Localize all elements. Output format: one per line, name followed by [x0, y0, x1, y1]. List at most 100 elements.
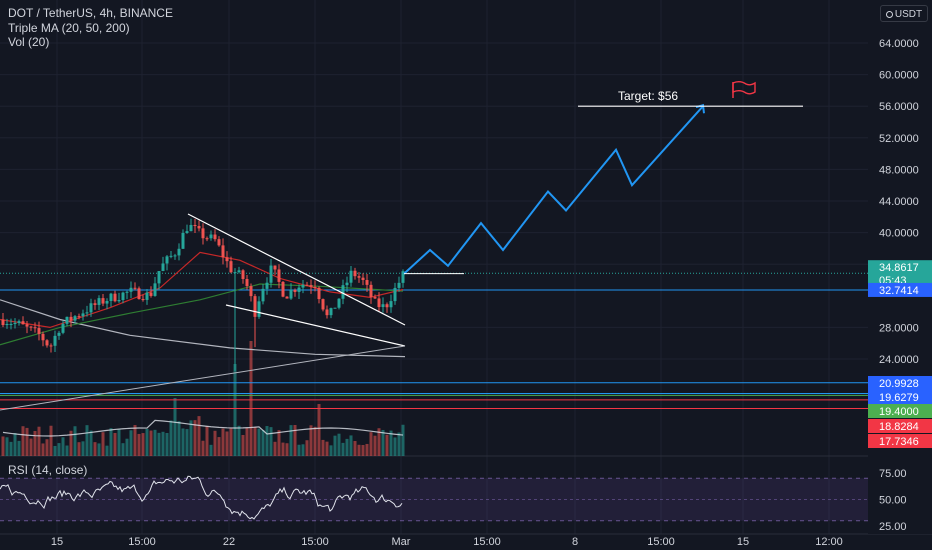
volume-bar: [57, 443, 61, 456]
candle-body: [125, 291, 129, 293]
volume-bar: [377, 428, 381, 456]
candle-body: [365, 279, 369, 285]
candle-body: [341, 285, 345, 299]
price-badge-label: 19.4000: [879, 406, 919, 418]
candle-body: [329, 308, 333, 316]
volume-bar: [17, 440, 21, 456]
volume-bar: [321, 439, 325, 456]
volume-bar: [385, 434, 389, 456]
candle-body: [169, 255, 173, 257]
candle-body: [29, 326, 33, 328]
volume-bar: [381, 429, 385, 456]
volume-bar: [45, 439, 49, 456]
candle-body: [221, 245, 225, 258]
volume-bar: [165, 433, 169, 456]
flag-icon: [732, 81, 756, 98]
volume-label[interactable]: Vol (20): [8, 35, 50, 49]
volume-bar: [373, 435, 377, 456]
candle-body: [397, 282, 401, 288]
price-tick-label: 24.0000: [879, 354, 919, 366]
wedge-upper-trendline: [187, 213, 406, 326]
rsi-tick-label: 75.00: [879, 468, 907, 480]
volume-bar: [137, 433, 141, 456]
candle-body: [337, 298, 341, 308]
candle-body: [161, 263, 165, 272]
chart-legend: DOT / TetherUS, 4h, BINANCE Triple MA (2…: [8, 6, 173, 50]
candle-body: [149, 292, 153, 296]
price-badge-label: 19.6279: [879, 392, 919, 404]
time-tick-label: Mar: [392, 536, 411, 548]
volume-bar: [297, 444, 301, 456]
volume-bar: [25, 427, 29, 456]
candle-body: [137, 288, 141, 300]
candle-body: [317, 287, 321, 300]
projection-path: [403, 105, 704, 275]
volume-bar: [185, 429, 189, 456]
rsi-line: [0, 475, 403, 520]
volume-bar: [177, 421, 181, 456]
volume-bar: [145, 428, 149, 456]
price-tick-label: 52.0000: [879, 133, 919, 145]
volume-bar: [361, 445, 365, 456]
volume-bar: [1, 436, 5, 456]
volume-bar: [81, 441, 85, 456]
volume-bar: [301, 444, 305, 456]
candle-body: [165, 256, 169, 264]
candle-body: [257, 301, 261, 317]
volume-bar: [205, 426, 209, 456]
triple-ma-label[interactable]: Triple MA (20, 50, 200): [8, 20, 130, 35]
target-label: Target: $56: [618, 89, 678, 103]
price-tick-label: 44.0000: [879, 196, 919, 208]
symbol-title[interactable]: DOT / TetherUS, 4h, BINANCE: [8, 6, 173, 20]
volume-bar: [5, 437, 9, 456]
candle-body: [181, 232, 185, 249]
volume-bar: [289, 425, 293, 456]
volume-bar: [49, 425, 53, 456]
volume-bar: [365, 443, 369, 456]
candle-body: [105, 300, 109, 304]
candle-body: [277, 269, 281, 282]
candle-body: [301, 284, 305, 288]
candle-body: [61, 323, 65, 333]
candle-body: [117, 299, 121, 302]
volume-bar: [229, 428, 233, 456]
time-tick-label: 12:00: [815, 536, 843, 548]
candle-body: [101, 298, 105, 304]
volume-bar: [293, 424, 297, 456]
candle-body: [177, 248, 181, 256]
candle-body: [349, 270, 353, 283]
candle-body: [321, 299, 325, 310]
candle-body: [65, 316, 69, 324]
candle-body: [385, 304, 389, 308]
volume-bar: [157, 432, 161, 456]
volume-bar: [369, 432, 373, 456]
candle-body: [353, 270, 357, 277]
candle-body: [297, 287, 301, 292]
ma200-line: [0, 299, 406, 358]
rsi-legend[interactable]: RSI (14, close): [8, 463, 88, 477]
currency-label: USDT: [894, 9, 923, 20]
candle-body: [21, 321, 25, 325]
candle-body: [141, 299, 145, 301]
price-badge-level-red-1: [868, 419, 932, 433]
candle-body: [261, 288, 265, 302]
volume-bar: [269, 427, 273, 456]
candle-body: [245, 279, 249, 287]
time-tick-label: 15:00: [128, 536, 156, 548]
candle-body: [293, 289, 297, 292]
candle-body: [73, 316, 77, 321]
candle-body: [269, 265, 273, 283]
price-tick-label: 28.0000: [879, 322, 919, 334]
volume-bar: [53, 445, 57, 456]
currency-button[interactable]: USDT: [880, 5, 928, 22]
candle-body: [193, 224, 197, 226]
candle-body: [77, 316, 81, 318]
candle-body: [265, 282, 269, 289]
volume-bar: [77, 442, 81, 456]
candle-body: [185, 231, 189, 233]
volume-bar: [69, 430, 73, 456]
volume-bar: [93, 442, 97, 456]
candle-body: [357, 276, 361, 278]
